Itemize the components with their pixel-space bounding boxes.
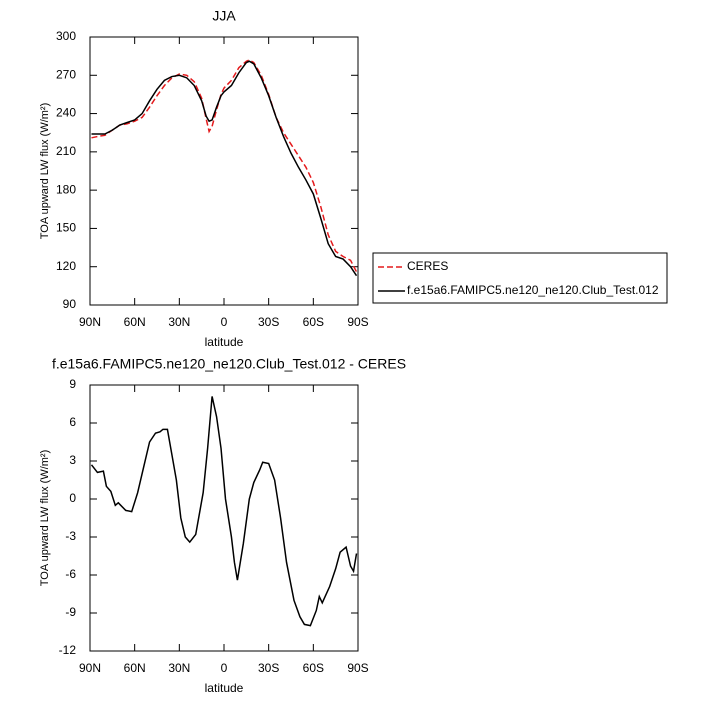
x-tick-label: 60S [303,315,324,329]
y-axis-label: TOA upward LW flux (W/m²) [39,450,51,587]
y-tick-label: 3 [69,453,76,467]
y-tick-label: 180 [56,182,76,196]
y-tick-label: 120 [56,259,76,273]
x-tick-label: 0 [221,315,228,329]
y-tick-label: -9 [65,605,76,619]
y-tick-label: -6 [65,567,76,581]
x-tick-label: 90S [347,661,368,675]
x-tick-label: 30S [258,661,279,675]
y-tick-label: 300 [56,29,76,43]
x-tick-label: 30N [168,661,190,675]
data-line [90,396,358,627]
legend-label: f.e15a6.FAMIPC5.ne120_ne120.Club_Test.01… [407,283,659,297]
data-line [91,59,358,273]
x-tick-label: 60N [124,661,146,675]
x-tick-label: 30S [258,315,279,329]
x-tick-label: 30N [168,315,190,329]
chart-title: JJA [212,8,236,24]
plot-frame [89,384,359,652]
y-tick-label: 0 [69,491,76,505]
x-tick-label: 60N [124,315,146,329]
x-tick-label: 90N [79,315,101,329]
y-tick-label: -12 [59,643,77,657]
y-axis-label: TOA upward LW flux (W/m²) [39,103,51,240]
legend-label: CERES [407,259,448,273]
chart-title: f.e15a6.FAMIPC5.ne120_ne120.Club_Test.01… [52,356,406,372]
x-tick-label: 60S [303,661,324,675]
y-tick-label: 240 [56,106,76,120]
y-tick-label: 90 [63,297,77,311]
plot-frame [89,36,359,306]
y-tick-label: -3 [65,529,76,543]
x-tick-label: 90S [347,315,368,329]
x-tick-label: 90N [79,661,101,675]
legend-box [372,252,668,304]
y-tick-label: 270 [56,67,76,81]
y-tick-label: 9 [69,377,76,391]
x-tick-label: 0 [221,661,228,675]
x-axis-label: latitude [205,681,244,695]
data-line [91,60,358,277]
y-tick-label: 150 [56,221,76,235]
y-tick-label: 6 [69,415,76,429]
y-tick-label: 210 [56,144,76,158]
x-axis-label: latitude [205,335,244,349]
